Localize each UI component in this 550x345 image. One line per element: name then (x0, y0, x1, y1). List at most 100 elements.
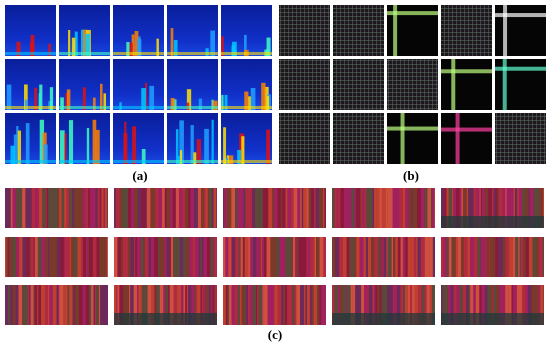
image-stripe (104, 285, 108, 325)
image-stripe (159, 285, 164, 325)
image-stripe (102, 285, 105, 325)
image-stripe (250, 87, 256, 110)
image-stripe (49, 87, 54, 110)
image-band (441, 216, 544, 228)
image-stripe (318, 285, 320, 325)
image-stripe (342, 237, 347, 277)
image-stripe (207, 188, 209, 228)
image-stripe (201, 285, 204, 325)
image-stripe (516, 285, 519, 325)
image-stripe (154, 237, 159, 277)
image-stripe (429, 285, 432, 325)
image-stripe (282, 188, 286, 228)
image-stripe (158, 188, 163, 228)
image-stripe (212, 188, 214, 228)
panel-label: (c) (268, 327, 282, 342)
image-stripe (18, 285, 23, 325)
image-stripe (10, 145, 16, 164)
image-stripe (466, 285, 469, 325)
image-stripe (349, 237, 351, 277)
image-stripe (60, 130, 65, 164)
image-stripe (221, 36, 224, 56)
image-band (5, 52, 56, 55)
image-stripe (523, 237, 526, 277)
image-stripe (133, 188, 138, 228)
image-stripe (352, 285, 356, 325)
image-stripe (451, 237, 453, 277)
image-stripe (81, 237, 84, 277)
image-stripe (311, 188, 315, 228)
image-stripe (525, 285, 529, 325)
image-stripe (137, 188, 142, 228)
image-stripe (48, 285, 50, 325)
image-stripe (542, 188, 544, 228)
image-stripe (89, 237, 93, 277)
image-tile (495, 113, 546, 164)
image-stripe (39, 119, 45, 164)
image-stripe (509, 188, 514, 228)
image-stripe (68, 237, 70, 277)
image-stripe (225, 237, 229, 277)
image-stripe (238, 237, 241, 277)
image-stripe (41, 285, 44, 325)
image-stripe (28, 237, 30, 277)
image-stripe (204, 128, 209, 164)
image-stripe (27, 285, 30, 325)
image-stripe (288, 237, 292, 277)
image-stripe (376, 188, 380, 228)
image-stripe (264, 237, 267, 277)
image-stripe (221, 94, 224, 110)
image-stripe (420, 188, 425, 228)
image-stripe (149, 85, 155, 110)
image-stripe (339, 285, 343, 325)
image-stripe (31, 188, 36, 228)
image-stripe (82, 285, 86, 325)
image-stripe (294, 285, 297, 325)
image-stripe (283, 285, 286, 325)
image-tile (495, 59, 546, 110)
image-stripe (60, 237, 64, 277)
image-band (441, 127, 492, 132)
image-stripe (431, 188, 433, 228)
image-stripe (303, 237, 307, 277)
image-stripe (479, 188, 481, 228)
image-stripe (48, 188, 52, 228)
image-stripe (455, 237, 458, 277)
image-stripe (421, 285, 425, 325)
image-stripe (315, 188, 320, 228)
image-stripe (169, 237, 171, 277)
image-stripe (133, 285, 138, 325)
image-tile (59, 113, 110, 164)
image-band (167, 106, 218, 109)
image-stripe (310, 237, 314, 277)
image-band (113, 160, 164, 163)
image-stripe (453, 285, 457, 325)
image-stripe (418, 285, 422, 325)
image-stripe (498, 188, 503, 228)
image-stripe (214, 285, 217, 325)
image-stripe (16, 237, 20, 277)
image-stripe (298, 237, 301, 277)
image-stripe (305, 285, 307, 325)
image-stripe (231, 45, 236, 56)
image-band (221, 52, 272, 55)
image-stripe (473, 188, 476, 228)
image-stripe (290, 188, 294, 228)
image-stripe (300, 285, 305, 325)
image-band (441, 69, 492, 74)
image-stripe (259, 237, 261, 277)
image-stripe (237, 285, 241, 325)
image-stripe (229, 188, 232, 228)
image-band (221, 160, 272, 163)
image-stripe (462, 285, 467, 325)
image-stripe (209, 285, 211, 325)
image-stripe (319, 285, 322, 325)
image-stripe (98, 285, 101, 325)
image-stripe (114, 237, 118, 277)
image-stripe (324, 188, 326, 228)
image-stripe (359, 188, 362, 228)
image-tile (5, 59, 56, 110)
image-stripe (183, 237, 187, 277)
image-stripe (260, 237, 263, 277)
